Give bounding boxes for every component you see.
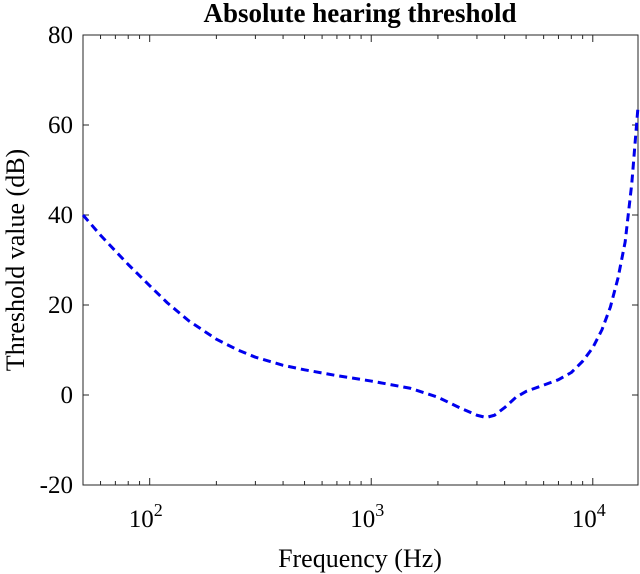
y-tick-label: 20 [48,292,73,319]
x-tick-label: 104 [572,500,606,533]
y-tick-label: 80 [48,22,73,49]
series-line [81,106,640,419]
y-axis-ticks: -20 0 20 40 60 80 [40,22,638,499]
y-tick-label: 60 [48,112,73,139]
x-axis-ticks: 102 103 104 [82,35,606,533]
x-axis-label: Frequency (Hz) [278,544,442,573]
series-layer [81,106,640,419]
plot-area-frame [82,34,639,486]
y-tick-label: 0 [61,382,74,409]
x-tick-label: 102 [129,500,163,533]
y-axis-label: Threshold value (dB) [1,149,30,371]
x-tick-label: 103 [350,500,384,533]
y-tick-label: 40 [48,202,73,229]
chart-title: Absolute hearing threshold [203,0,516,28]
y-tick-label: -20 [40,472,73,499]
